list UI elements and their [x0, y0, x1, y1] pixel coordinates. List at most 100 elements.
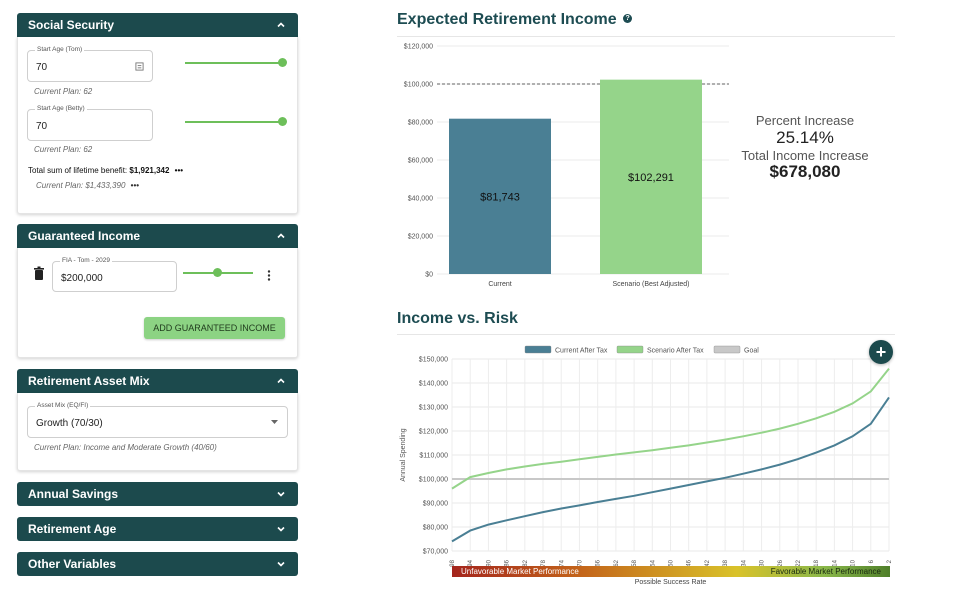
- expected-income-title-text: Expected Retirement Income: [397, 11, 617, 28]
- fia-tom-value[interactable]: $200,000: [61, 273, 103, 284]
- income-vs-risk-title: Income vs. Risk: [397, 310, 518, 327]
- asset-mix-label: Asset Mix (EQ/FI): [35, 402, 91, 409]
- y-tick-label: $120,000: [419, 429, 448, 436]
- x-tick-label: 38: [723, 559, 729, 566]
- asset-mix-current-plan: Current Plan: Income and Moderate Growth…: [34, 443, 217, 452]
- x-tick-label: 10: [851, 559, 857, 566]
- start-age-betty-slider-knob[interactable]: [278, 117, 287, 126]
- start-age-betty-value[interactable]: 70: [36, 121, 48, 132]
- x-tick-label: 98: [450, 559, 456, 566]
- guaranteed-income-header[interactable]: Guaranteed Income: [17, 224, 298, 248]
- lifetime-current-plan: Current Plan: $1,433,390: [36, 181, 126, 190]
- bar-value-label: $102,291: [628, 172, 674, 184]
- fia-tom-field[interactable]: FIA - Tom - 2029 $200,000: [52, 257, 177, 292]
- x-tick-label: 6: [869, 559, 875, 563]
- y-tick-label: $90,000: [423, 501, 448, 508]
- y-tick-label: $60,000: [408, 158, 433, 165]
- annual-savings-header[interactable]: Annual Savings: [17, 482, 298, 506]
- x-tick-label: 54: [650, 559, 656, 566]
- plus-icon: +: [875, 342, 887, 362]
- start-age-betty-slider-track[interactable]: [185, 121, 283, 123]
- x-axis-label: Possible Success Rate: [635, 579, 707, 586]
- title-divider: [397, 334, 895, 335]
- lifetime-current-row: Current Plan: $1,433,390 •••: [36, 181, 139, 190]
- x-tick-label: 50: [669, 559, 675, 566]
- expected-income-bar-chart: $0 $20,000 $40,000 $60,000 $80,000 $100,000 $1…: [404, 44, 729, 288]
- x-tick-label: 66: [596, 559, 602, 566]
- social-security-body: Start Age (Tom) 70 Current Plan: 62 Star…: [17, 37, 298, 214]
- add-fab-button[interactable]: +: [869, 340, 893, 364]
- asset-mix-title: Retirement Asset Mix: [28, 374, 150, 388]
- x-tick-label: 42: [705, 559, 711, 566]
- x-tick-label: 90: [486, 559, 492, 566]
- percent-increase-label: Percent Increase: [755, 113, 855, 128]
- dropdown-arrow-icon[interactable]: [271, 420, 278, 425]
- x-tick-label: 86: [505, 559, 511, 566]
- start-age-tom-value[interactable]: 70: [36, 62, 48, 73]
- current-after-tax-line: [451, 396, 890, 543]
- social-security-header[interactable]: Social Security: [17, 13, 298, 37]
- lifetime-benefit-value: $1,921,342: [129, 166, 170, 175]
- y-tick-label: $150,000: [419, 357, 448, 364]
- bar-0: [449, 118, 551, 275]
- annual-savings-title: Annual Savings: [28, 487, 119, 501]
- y-tick-label: $110,000: [419, 453, 448, 460]
- asset-mix-header[interactable]: Retirement Asset Mix: [17, 369, 298, 393]
- income-vs-risk-line-chart: $70,000 $80,000 $90,000 $100,000 $110,000 $12…: [400, 345, 893, 586]
- start-age-betty-field[interactable]: Start Age (Betty) 70: [27, 105, 153, 141]
- start-age-tom-current-plan: Current Plan: 62: [34, 87, 93, 96]
- x-tick-label: 46: [687, 559, 693, 566]
- x-tick-label: 14: [832, 559, 838, 566]
- trash-icon[interactable]: [33, 266, 45, 281]
- y-tick-label: $140,000: [419, 381, 448, 388]
- other-variables-header[interactable]: Other Variables: [17, 552, 298, 576]
- legend-swatch: [524, 345, 552, 354]
- more-icon[interactable]: •••: [174, 166, 184, 175]
- chevron-down-icon[interactable]: [275, 558, 287, 570]
- y-tick-label: $40,000: [408, 196, 433, 203]
- legend-label: Goal: [744, 348, 759, 355]
- chevron-up-icon[interactable]: [275, 230, 287, 242]
- asset-mix-body: Asset Mix (EQ/FI) Growth (70/30) Current…: [17, 393, 298, 471]
- asset-mix-select[interactable]: Asset Mix (EQ/FI) Growth (70/30): [27, 402, 288, 438]
- total-income-increase-value: $678,080: [769, 162, 841, 181]
- start-age-tom-slider-track[interactable]: [185, 62, 283, 64]
- help-icon[interactable]: ?: [623, 14, 633, 23]
- market-performance-band: Unfavorable Market Performance Favorable…: [452, 566, 890, 577]
- legend-swatch: [713, 345, 741, 354]
- retirement-age-header[interactable]: Retirement Age: [17, 517, 298, 541]
- percent-increase-value: 25.14%: [776, 128, 834, 147]
- x-tick-label: 30: [760, 559, 766, 566]
- chevron-down-icon[interactable]: [275, 523, 287, 535]
- start-age-betty-label: Start Age (Betty): [35, 105, 87, 112]
- chevron-down-icon[interactable]: [275, 488, 287, 500]
- bar-value-label: $81,743: [480, 191, 520, 203]
- x-tick-label: 78: [541, 559, 547, 566]
- calendar-icon[interactable]: [135, 62, 144, 71]
- x-tick-label: 70: [577, 559, 583, 566]
- y-tick-label: $80,000: [423, 525, 448, 532]
- bar-1: [600, 79, 702, 274]
- start-age-tom-label: Start Age (Tom): [35, 46, 85, 53]
- social-security-title: Social Security: [28, 18, 115, 32]
- add-guaranteed-income-button[interactable]: ADD GUARANTEED INCOME: [144, 317, 285, 339]
- legend-label: Current After Tax: [555, 348, 608, 355]
- vertical-more-icon[interactable]: [267, 270, 271, 281]
- start-age-tom-field[interactable]: Start Age (Tom) 70: [27, 46, 153, 82]
- x-tick-label: 22: [796, 559, 802, 566]
- fia-tom-slider-knob[interactable]: [213, 268, 222, 277]
- lifetime-benefit-row: Total sum of lifetime benefit: $1,921,34…: [28, 166, 183, 175]
- start-age-tom-slider-knob[interactable]: [278, 58, 287, 67]
- x-tick-label: 26: [778, 559, 784, 566]
- retirement-age-title: Retirement Age: [28, 522, 117, 536]
- chevron-up-icon[interactable]: [275, 375, 287, 387]
- more-icon[interactable]: •••: [130, 181, 140, 190]
- asset-mix-selected-value[interactable]: Growth (70/30): [36, 418, 103, 429]
- y-tick-label: $70,000: [423, 549, 448, 556]
- y-tick-label: $120,000: [404, 44, 433, 51]
- legend-label: Scenario After Tax: [647, 348, 704, 355]
- chevron-up-icon[interactable]: [275, 19, 287, 31]
- total-income-increase-label: Total Income Increase: [741, 148, 869, 163]
- x-tick-label: 62: [614, 559, 620, 566]
